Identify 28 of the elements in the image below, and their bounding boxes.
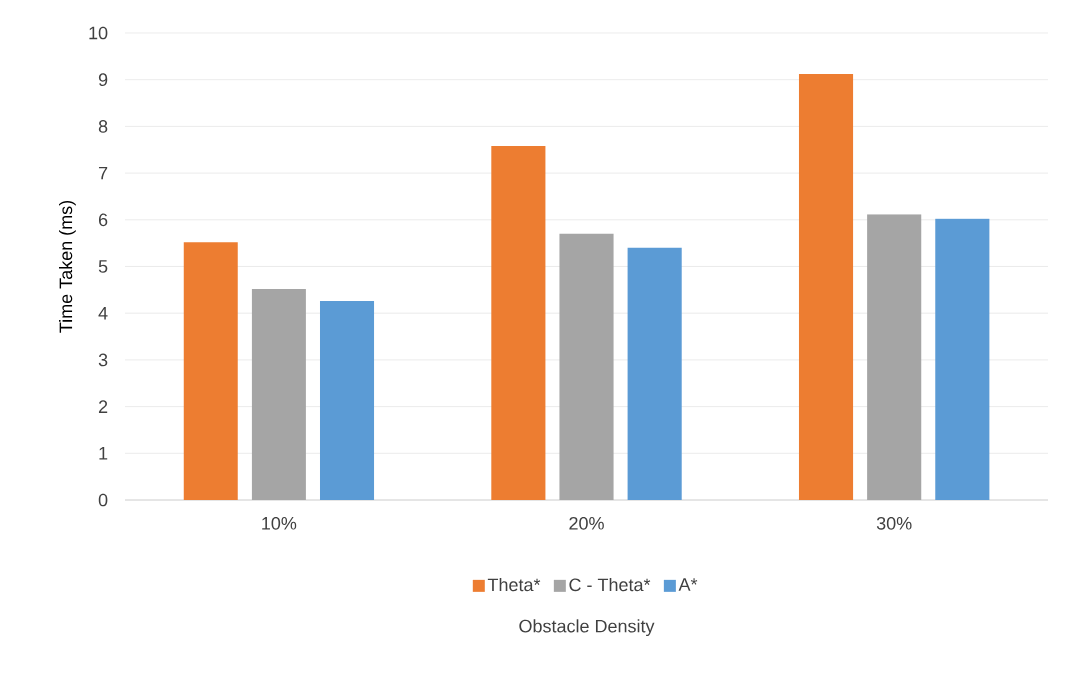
bar [183,242,238,500]
y-tick-label: 10 [89,26,108,40]
bar [491,146,546,500]
y-tick-label: 5 [98,260,108,273]
y-tick-label: 1 [99,447,108,460]
bar [798,74,854,500]
bar [319,301,375,500]
x-axis-title: Obstacle Density [519,619,655,637]
y-tick-label: 8 [98,120,108,133]
y-tick-label: 3 [98,353,108,367]
bar [627,247,682,500]
y-axis-title: Time Taken (ms) [59,200,76,333]
y-tick-label: 4 [98,307,108,320]
x-tick-label: 10% [262,516,297,530]
bar [251,288,306,500]
bar [867,214,922,500]
bar [935,218,990,500]
y-tick-label: 6 [98,213,108,227]
y-tick-label: 0 [98,493,108,507]
legend-label: C - Theta* [569,577,651,592]
y-tick-label: 9 [98,73,108,87]
x-tick-label: 30% [876,516,912,530]
bar [559,233,614,500]
x-tick-label: 20% [569,516,604,530]
legend-label: Theta* [487,577,541,592]
y-tick-label: 7 [98,166,108,180]
legend-label: A* [678,578,698,591]
y-tick-label: 2 [98,400,108,413]
